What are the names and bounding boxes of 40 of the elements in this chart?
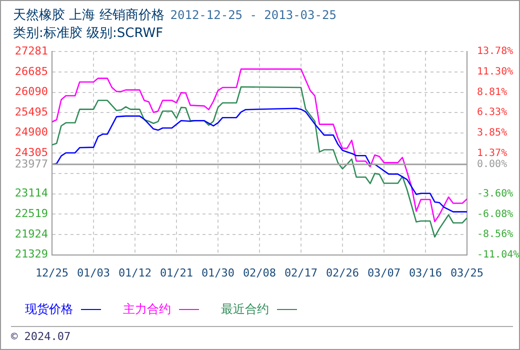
y2-tick-label: 13.78%: [477, 46, 514, 58]
y-tick-label: 25495: [14, 105, 48, 118]
x-tick-label: 12/25: [35, 266, 69, 280]
y-tick-label: 27281: [14, 44, 48, 58]
y-tick-label: 22519: [14, 207, 48, 220]
legend-label: 主力合约: [123, 302, 171, 316]
chart-title: 天然橡胶 上海 经销商价格: [13, 8, 164, 23]
y-tick-label: 26685: [14, 64, 48, 78]
x-tick-label: 02/08: [242, 266, 276, 280]
y2-tick-label: 11.30%: [477, 66, 514, 78]
y-tick-label: 21329: [14, 248, 48, 261]
text: © 2024.07: [11, 330, 71, 343]
x-tick-label: 01/12: [118, 266, 152, 280]
x-tick-label: 02/26: [326, 266, 360, 280]
x-tick-label: 03/16: [408, 266, 442, 280]
y-tick-label: 23977: [14, 157, 48, 170]
y2-tick-label: 8.81%: [477, 86, 508, 98]
y2-tick-label: -11.04%: [477, 249, 520, 260]
y2-tick-label: 3.85%: [477, 127, 508, 138]
x-tick-label: 01/30: [201, 266, 235, 280]
x-tick-label: 02/17: [284, 266, 318, 280]
y2-tick-label: 0.00%: [477, 159, 508, 170]
y2-tick-label: -8.56%: [477, 229, 514, 240]
x-tick-label: 01/03: [76, 266, 110, 280]
x-tick-label: 03/25: [450, 266, 484, 280]
y-tick-label: 21924: [14, 227, 48, 240]
y2-tick-label: 1.37%: [477, 148, 508, 159]
text: 类别:标准胶 级别:SCRWF: [13, 25, 164, 42]
y-tick-label: 24305: [14, 146, 48, 160]
y-tick-label: 23114: [14, 186, 48, 200]
legend-label: 现货价格: [25, 302, 73, 316]
y2-tick-label: -3.60%: [477, 188, 514, 200]
y2-tick-label: -6.08%: [477, 208, 514, 220]
legend-label: 最近合约: [221, 302, 269, 316]
y-tick-label: 24900: [14, 126, 48, 139]
y-tick-label: 26090: [14, 85, 48, 98]
x-tick-label: 01/21: [160, 266, 194, 280]
y2-tick-label: 6.33%: [477, 107, 508, 118]
x-tick-label: 03/07: [367, 266, 401, 280]
chart-subtitle: 2012-12-25 - 2013-03-25: [170, 8, 336, 22]
